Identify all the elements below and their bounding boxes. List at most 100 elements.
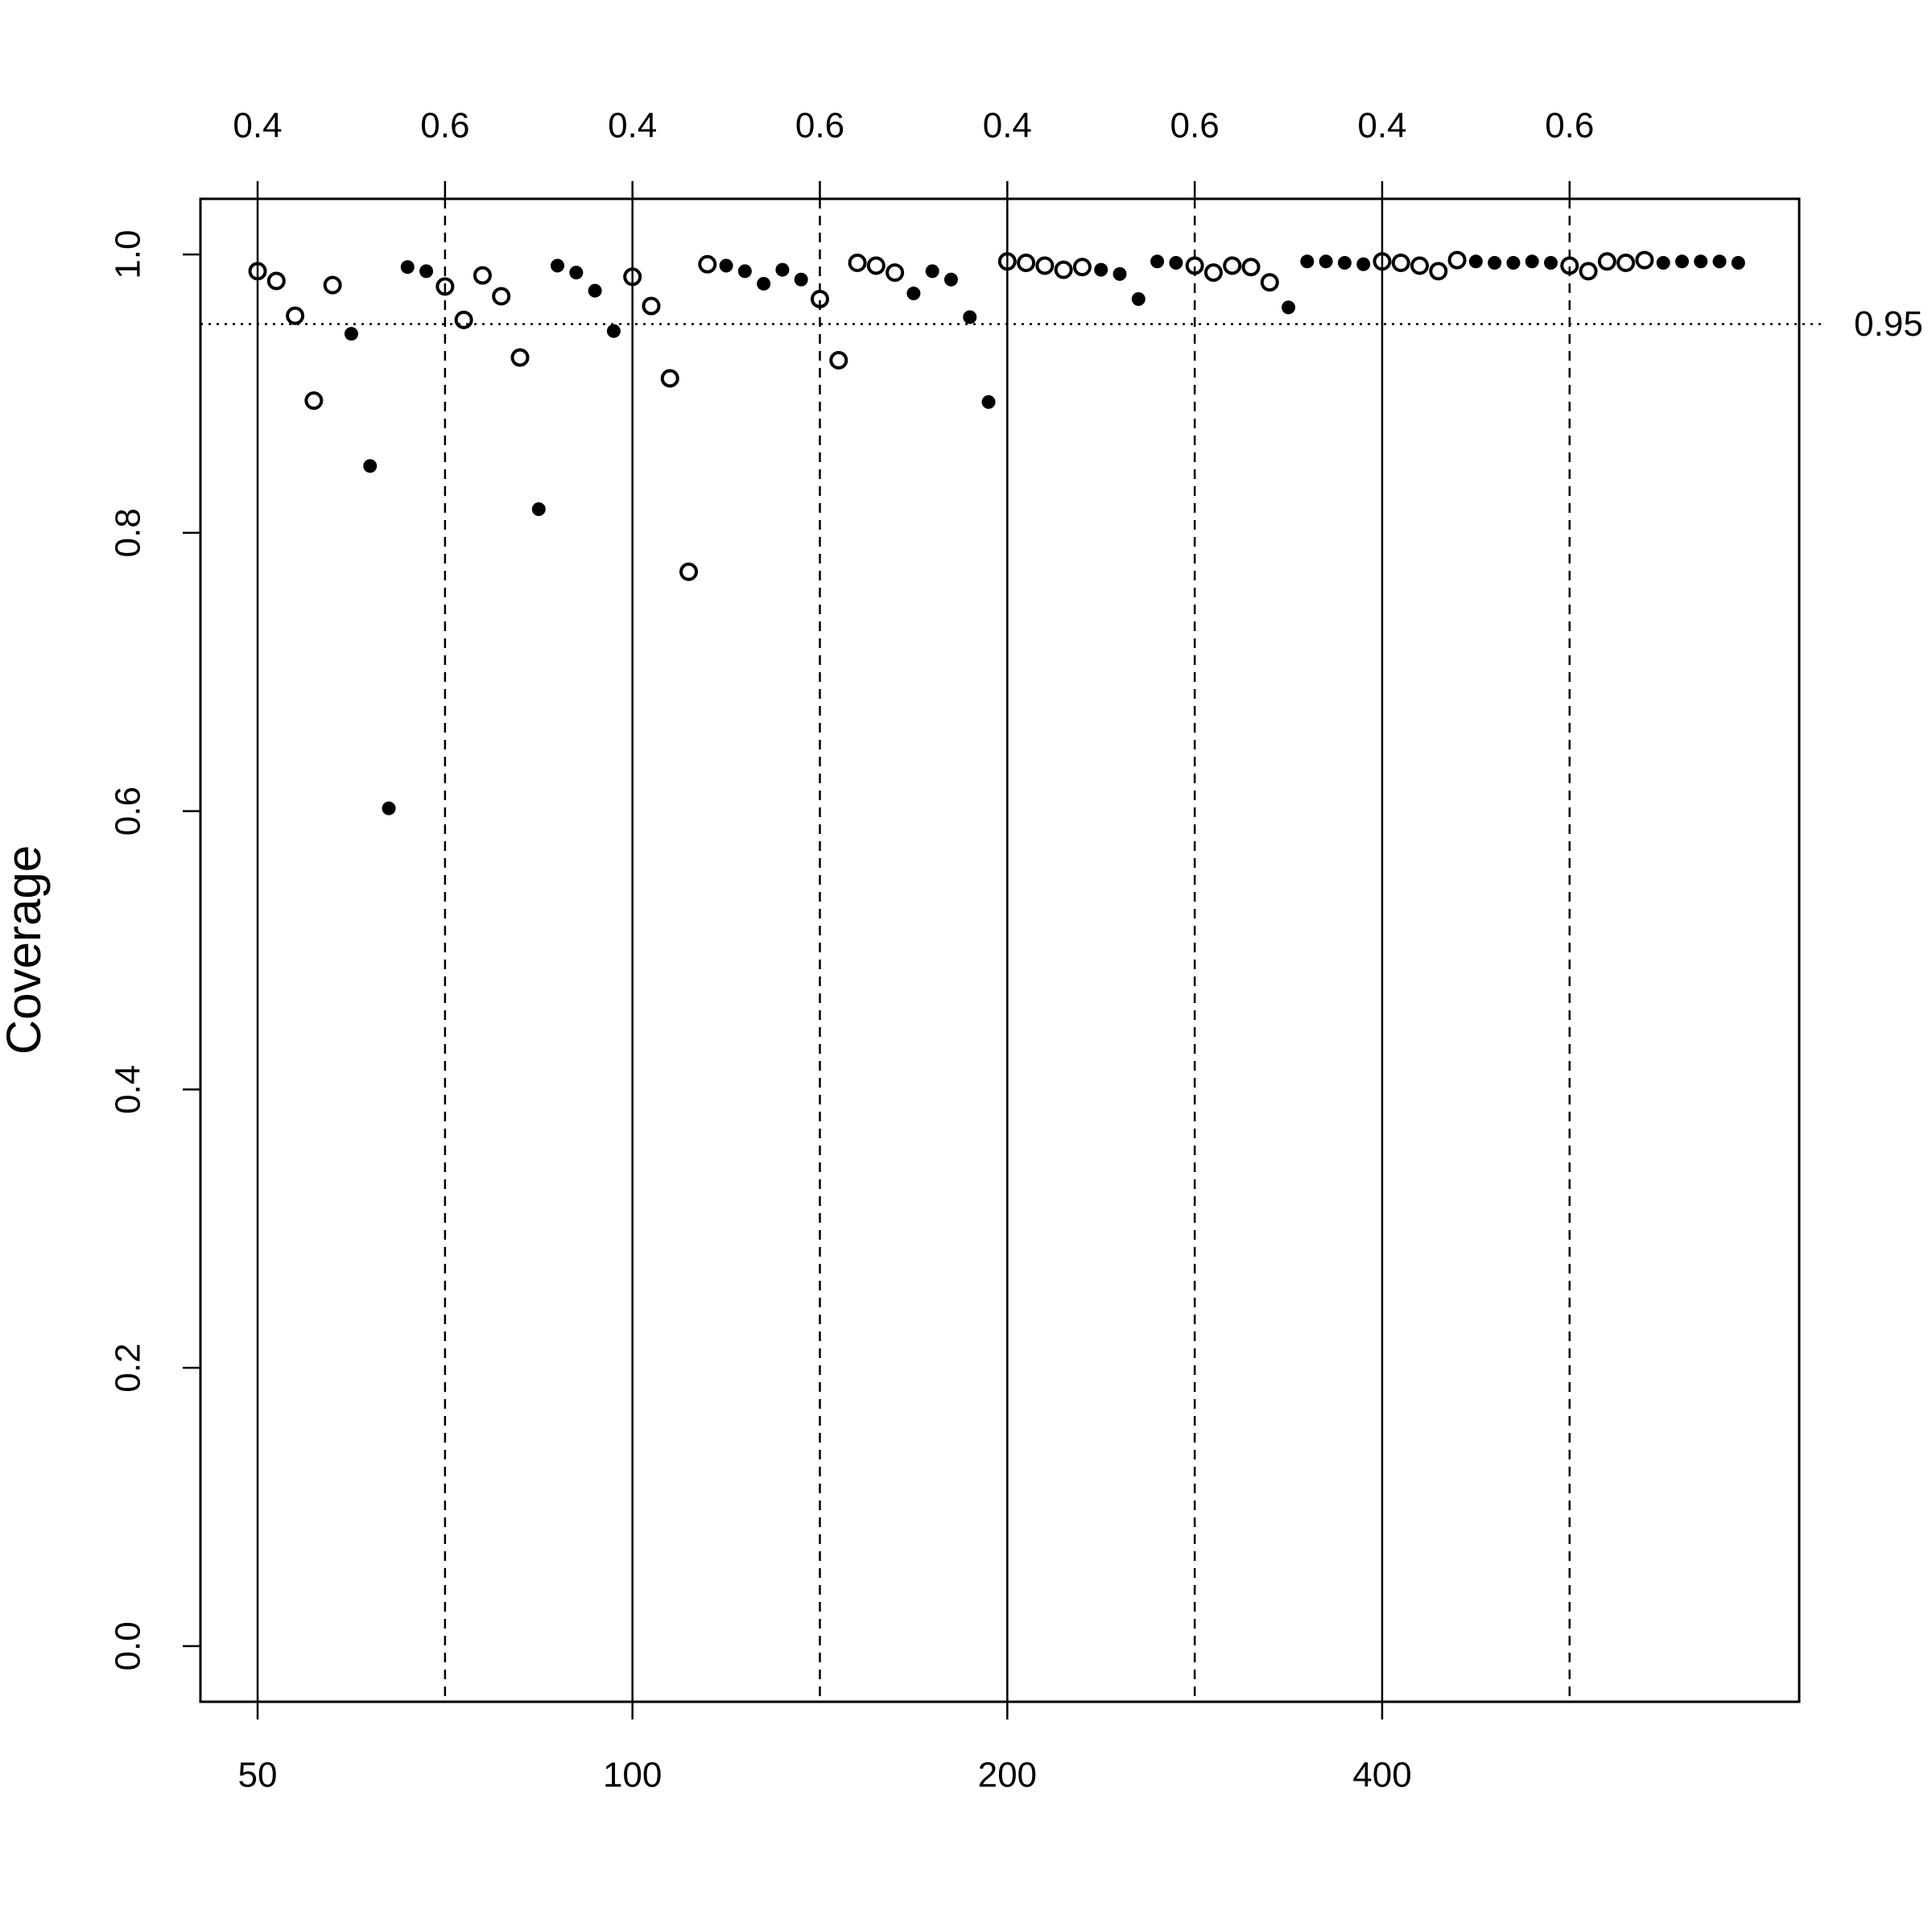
point-open (623, 267, 642, 287)
point-filled (1656, 256, 1670, 270)
point-open (1579, 262, 1598, 281)
x2-tick-label: 0.4 (1357, 106, 1406, 146)
point-filled (1319, 254, 1333, 269)
point-open (642, 296, 661, 316)
point-filled (1544, 256, 1558, 270)
point-open (1054, 260, 1073, 279)
x2-tick-label: 0.4 (608, 106, 657, 146)
point-open (679, 562, 699, 581)
x2-tick-label: 0.4 (983, 106, 1032, 146)
point-open (1429, 262, 1448, 281)
reference-label: 0.95 (1854, 304, 1923, 344)
point-filled (400, 260, 415, 275)
point-filled (606, 324, 621, 338)
x2-tick-label: 0.6 (420, 106, 469, 146)
point-filled (1674, 254, 1689, 269)
point-open (1560, 256, 1579, 275)
point-open (1185, 256, 1204, 275)
point-filled (531, 502, 546, 517)
x2-tick-label: 0.6 (1170, 106, 1220, 146)
point-open (454, 310, 473, 329)
point-open (1223, 256, 1242, 275)
point-open (886, 263, 905, 283)
point-open (1241, 258, 1261, 277)
x-tick-label: 400 (1352, 1756, 1411, 1795)
point-filled (1337, 256, 1352, 270)
x-tick-label: 100 (603, 1756, 662, 1795)
point-filled (719, 258, 733, 273)
point-filled (569, 266, 584, 280)
point-open (1072, 258, 1092, 277)
point-filled (981, 394, 996, 409)
point-open (1635, 250, 1654, 270)
point-open (492, 287, 511, 306)
point-open (1410, 256, 1430, 275)
point-open (286, 306, 305, 325)
point-open (1373, 252, 1392, 271)
point-open (436, 277, 455, 296)
point-filled (737, 264, 752, 279)
y-tick-label: 0.4 (109, 1065, 148, 1114)
point-open (1203, 263, 1223, 283)
point-open (829, 351, 848, 370)
point-open (1391, 254, 1410, 273)
point-filled (1300, 254, 1315, 269)
point-open (848, 254, 867, 273)
point-filled (1169, 256, 1183, 270)
y-tick-label: 0.0 (109, 1621, 148, 1670)
plot-frame (199, 197, 1801, 1703)
point-filled (757, 276, 771, 291)
x-tick-label: 50 (238, 1756, 278, 1795)
point-open (1017, 254, 1036, 273)
point-filled (963, 310, 977, 324)
x2-tick-label: 0.6 (1545, 106, 1594, 146)
x2-tick-label: 0.4 (233, 106, 282, 146)
point-open (698, 254, 717, 274)
point-filled (1488, 256, 1502, 270)
point-filled (1731, 256, 1745, 270)
y-tick-label: 0.8 (109, 508, 148, 557)
point-open (1447, 250, 1467, 270)
point-filled (1468, 254, 1483, 269)
point-filled (1113, 266, 1127, 281)
point-filled (794, 272, 808, 287)
y-tick-label: 0.6 (109, 786, 148, 836)
point-open (997, 252, 1017, 271)
point-filled (1506, 256, 1521, 270)
point-filled (943, 272, 958, 287)
point-open (473, 266, 492, 285)
x-tick-label: 200 (978, 1756, 1037, 1795)
point-filled (363, 459, 378, 473)
point-filled (1356, 257, 1371, 271)
point-open (323, 275, 342, 295)
point-filled (1712, 254, 1727, 269)
point-filled (1282, 300, 1296, 315)
point-filled (382, 801, 396, 815)
point-open (1035, 256, 1055, 275)
point-open (1597, 252, 1616, 271)
x2-tick-label: 0.6 (795, 106, 844, 146)
point-open (248, 262, 267, 281)
point-filled (1525, 254, 1539, 269)
point-open (510, 348, 530, 367)
point-filled (419, 264, 434, 279)
point-filled (775, 262, 790, 277)
point-open (810, 289, 829, 308)
point-filled (588, 283, 602, 298)
point-open (866, 256, 886, 275)
point-open (1616, 254, 1636, 273)
point-open (660, 369, 679, 388)
point-filled (1131, 291, 1146, 306)
point-filled (344, 327, 358, 341)
point-filled (925, 264, 939, 279)
y-tick-label: 1.0 (109, 230, 148, 279)
point-filled (1094, 262, 1108, 277)
point-filled (1694, 254, 1708, 269)
y-axis-title: Coverage (0, 845, 51, 1055)
point-open (304, 391, 324, 411)
y-tick-label: 0.2 (109, 1344, 148, 1393)
point-open (1260, 273, 1279, 292)
point-filled (906, 287, 921, 301)
